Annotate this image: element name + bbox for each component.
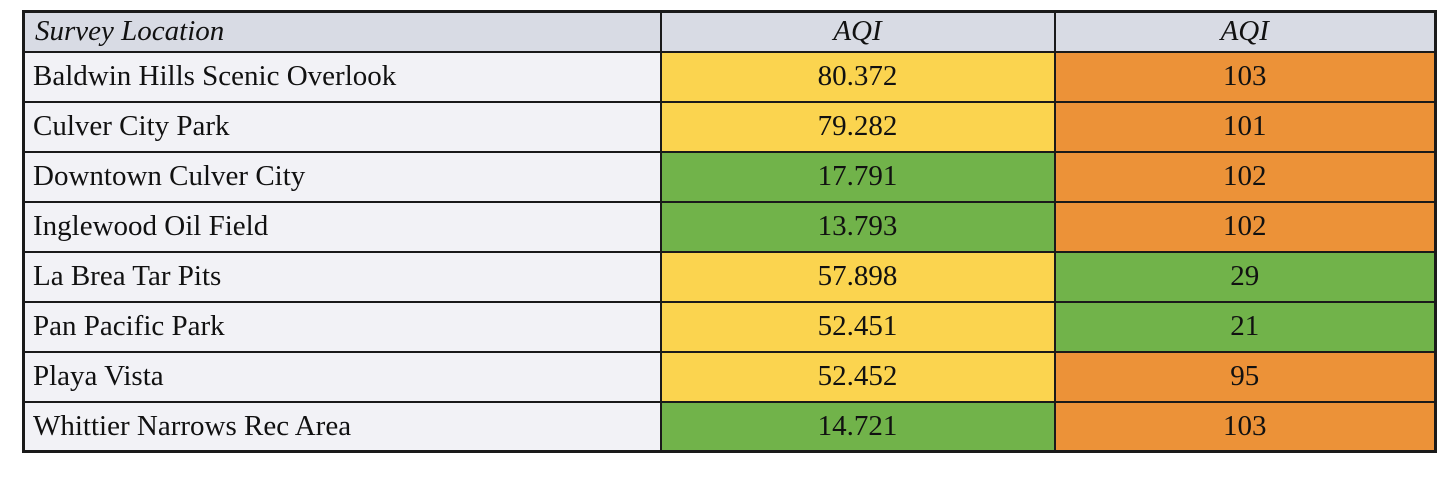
aqi1-cell: 57.898 [659, 250, 1056, 303]
table-row: Downtown Culver City 17.791 102 [22, 150, 1437, 203]
aqi2-cell: 95 [1053, 350, 1437, 403]
aqi1-cell: 17.791 [659, 150, 1056, 203]
aqi1-cell: 52.451 [659, 300, 1056, 353]
aqi1-cell: 14.721 [659, 400, 1056, 453]
aqi2-cell: 103 [1053, 50, 1437, 103]
aqi1-cell: 52.452 [659, 350, 1056, 403]
table-row: Pan Pacific Park 52.451 21 [22, 300, 1437, 353]
aqi-table-container: Survey Location AQI AQI Baldwin Hills Sc… [22, 10, 1437, 453]
location-cell: Inglewood Oil Field [22, 200, 662, 253]
table-row: Playa Vista 52.452 95 [22, 350, 1437, 403]
table-row: La Brea Tar Pits 57.898 29 [22, 250, 1437, 303]
aqi-table: Survey Location AQI AQI Baldwin Hills Sc… [22, 10, 1437, 453]
aqi2-cell: 103 [1053, 400, 1437, 453]
location-cell: Playa Vista [22, 350, 662, 403]
aqi2-cell: 21 [1053, 300, 1437, 353]
aqi1-cell: 79.282 [659, 100, 1056, 153]
location-cell: La Brea Tar Pits [22, 250, 662, 303]
column-header-aqi-1: AQI [659, 10, 1056, 53]
aqi1-cell: 80.372 [659, 50, 1056, 103]
aqi2-cell: 101 [1053, 100, 1437, 153]
location-cell: Whittier Narrows Rec Area [22, 400, 662, 453]
aqi2-cell: 102 [1053, 150, 1437, 203]
column-header-survey-location: Survey Location [22, 10, 662, 53]
aqi1-cell: 13.793 [659, 200, 1056, 253]
table-row: Culver City Park 79.282 101 [22, 100, 1437, 153]
location-cell: Baldwin Hills Scenic Overlook [22, 50, 662, 103]
table-row: Baldwin Hills Scenic Overlook 80.372 103 [22, 50, 1437, 103]
table-row: Whittier Narrows Rec Area 14.721 103 [22, 400, 1437, 453]
column-header-aqi-2: AQI [1053, 10, 1437, 53]
aqi2-cell: 102 [1053, 200, 1437, 253]
location-cell: Culver City Park [22, 100, 662, 153]
table-row: Inglewood Oil Field 13.793 102 [22, 200, 1437, 253]
header-row: Survey Location AQI AQI [22, 10, 1437, 53]
aqi2-cell: 29 [1053, 250, 1437, 303]
location-cell: Downtown Culver City [22, 150, 662, 203]
location-cell: Pan Pacific Park [22, 300, 662, 353]
